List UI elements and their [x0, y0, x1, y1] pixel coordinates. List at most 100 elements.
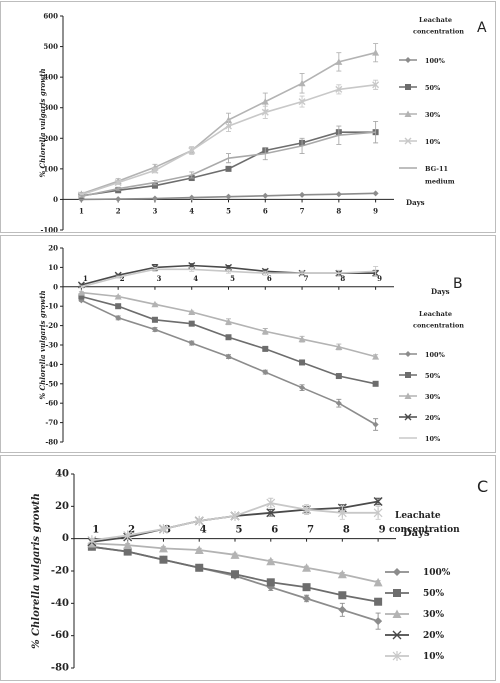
chart-a-svg: -100 0 100 200 300 400 500 600 1 2 3 4 5 6 7 8 9 Days % Ch… — [38, 12, 487, 233]
x-tick-label: 5 — [236, 525, 243, 536]
legend-label: 100% — [425, 57, 446, 65]
series-50 — [87, 542, 383, 606]
legend-swatch-marker — [392, 651, 402, 661]
y-tick-label: -30 — [45, 341, 58, 350]
legend-swatch-marker — [393, 589, 401, 597]
legend-label: 30% — [425, 111, 441, 119]
y-tick-label: -40 — [45, 360, 58, 369]
x-tick-label: 1 — [79, 206, 84, 215]
error-bar — [299, 270, 305, 276]
error-bar — [262, 270, 268, 276]
error-bar — [78, 285, 84, 289]
data-point — [188, 340, 195, 347]
legend-label: 50% — [423, 589, 445, 599]
data-point — [159, 523, 168, 534]
data-point — [261, 108, 269, 116]
y-tick-label: 40 — [55, 469, 69, 480]
legend-swatch-marker — [405, 57, 411, 63]
error-bar — [78, 195, 84, 198]
legend-B: Leachate concentration 100% 50% 30% 20% 10% — [399, 310, 464, 443]
y-tick-label: 500 — [43, 42, 58, 51]
x-axis-title: Days — [431, 287, 450, 296]
data-point — [123, 547, 132, 556]
x-axis-title: Days — [403, 528, 430, 539]
x-tick-label: 8 — [340, 274, 345, 283]
legend-swatch-marker — [404, 110, 412, 117]
x-tick-label: 8 — [336, 206, 341, 215]
data-point — [262, 345, 269, 352]
x-axis-title: Days — [406, 198, 425, 207]
y-tick-label: -80 — [45, 438, 58, 447]
x-tick-label: 4 — [189, 206, 194, 215]
data-point — [114, 293, 122, 300]
error-bar — [226, 153, 231, 164]
series-10 — [78, 265, 379, 289]
error-bar — [189, 171, 195, 179]
data-point — [188, 147, 196, 155]
x-tick-label: 5 — [230, 274, 235, 283]
x-tick-label: 4 — [193, 274, 198, 283]
data-point — [266, 508, 276, 518]
legend-title-line1: Leachate — [419, 310, 452, 318]
y-tick-label: -20 — [45, 321, 58, 330]
error-bar — [152, 180, 158, 186]
y-tick-label: -60 — [45, 399, 58, 408]
data-point — [231, 570, 239, 579]
error-bar — [115, 275, 121, 279]
legend-A: Leachate concentration 100% 50% 30% 10% BG-11 m… — [399, 16, 464, 186]
data-point — [299, 191, 306, 198]
y-tick-label: 0 — [53, 282, 58, 291]
legend-label: 10% — [425, 435, 441, 443]
panel-c: -80 -60 -40 -20 0 20 40 1 2 3 4 5 6 7 8 9 Days % Chlorell… — [0, 455, 496, 681]
y-tick-label: 0 — [53, 195, 58, 204]
x-tick-label: 6 — [267, 274, 272, 283]
legend-title-line1: Leachate — [395, 511, 441, 521]
series-line-20 — [91, 500, 379, 543]
data-point — [335, 58, 343, 65]
data-point — [338, 591, 347, 600]
chart-b-svg: -80 -70 -60 -50 -40 -30 -20 -10 0 10 20 1 2 3 4 5 6 7 8 9 Da… — [38, 244, 464, 447]
data-point — [373, 507, 383, 518]
series-10 — [77, 79, 380, 199]
data-point — [188, 194, 195, 201]
legend-label: 30% — [425, 393, 441, 401]
x-tick-label: 9 — [377, 274, 382, 283]
data-point — [159, 555, 168, 564]
x-tick-label: 9 — [379, 525, 386, 536]
y-tick-label: -100 — [40, 226, 58, 233]
data-point — [195, 563, 204, 572]
series-line-bg-11-medium — [81, 131, 376, 198]
panel-a: -100 0 100 200 300 400 500 600 1 2 3 4 5 6 7 8 9 Days % Ch… — [0, 1, 496, 233]
data-point — [151, 326, 158, 333]
data-point — [302, 594, 311, 603]
legend-label-cont: medium — [425, 178, 455, 186]
legend-title-line2: concentration — [413, 322, 464, 330]
series-100 — [78, 297, 379, 431]
y-axis-title: % Chlorella vulgaris growth — [38, 290, 47, 399]
data-point — [115, 196, 122, 203]
data-point — [335, 191, 342, 198]
x-tick-label: 8 — [343, 525, 350, 536]
series-line-50 — [81, 131, 376, 197]
data-point — [298, 98, 306, 106]
x-tick-label: 7 — [304, 274, 309, 283]
x-tick-label: 2 — [128, 525, 135, 536]
legend-label: 20% — [423, 631, 445, 641]
data-point — [299, 384, 306, 391]
x-tick-label: 5 — [226, 206, 231, 215]
series-bg-11-medium — [78, 121, 379, 198]
data-point — [337, 507, 347, 518]
legend-swatch-marker — [405, 351, 411, 357]
data-point — [230, 550, 240, 559]
legend-label: BG-11 — [425, 165, 448, 173]
data-point — [298, 79, 306, 87]
data-point — [373, 577, 383, 587]
y-tick-label: -10 — [45, 302, 58, 311]
y-tick-label: -60 — [51, 630, 69, 641]
error-bar — [299, 137, 305, 155]
data-point — [123, 540, 133, 550]
panel-b: -80 -70 -60 -50 -40 -30 -20 -10 0 10 20 1 2 3 4 5 6 7 8 9 Da… — [0, 235, 496, 453]
y-tick-label: -20 — [51, 566, 69, 577]
x-tick-label: 1 — [83, 274, 88, 283]
y-tick-label: 400 — [43, 73, 58, 82]
